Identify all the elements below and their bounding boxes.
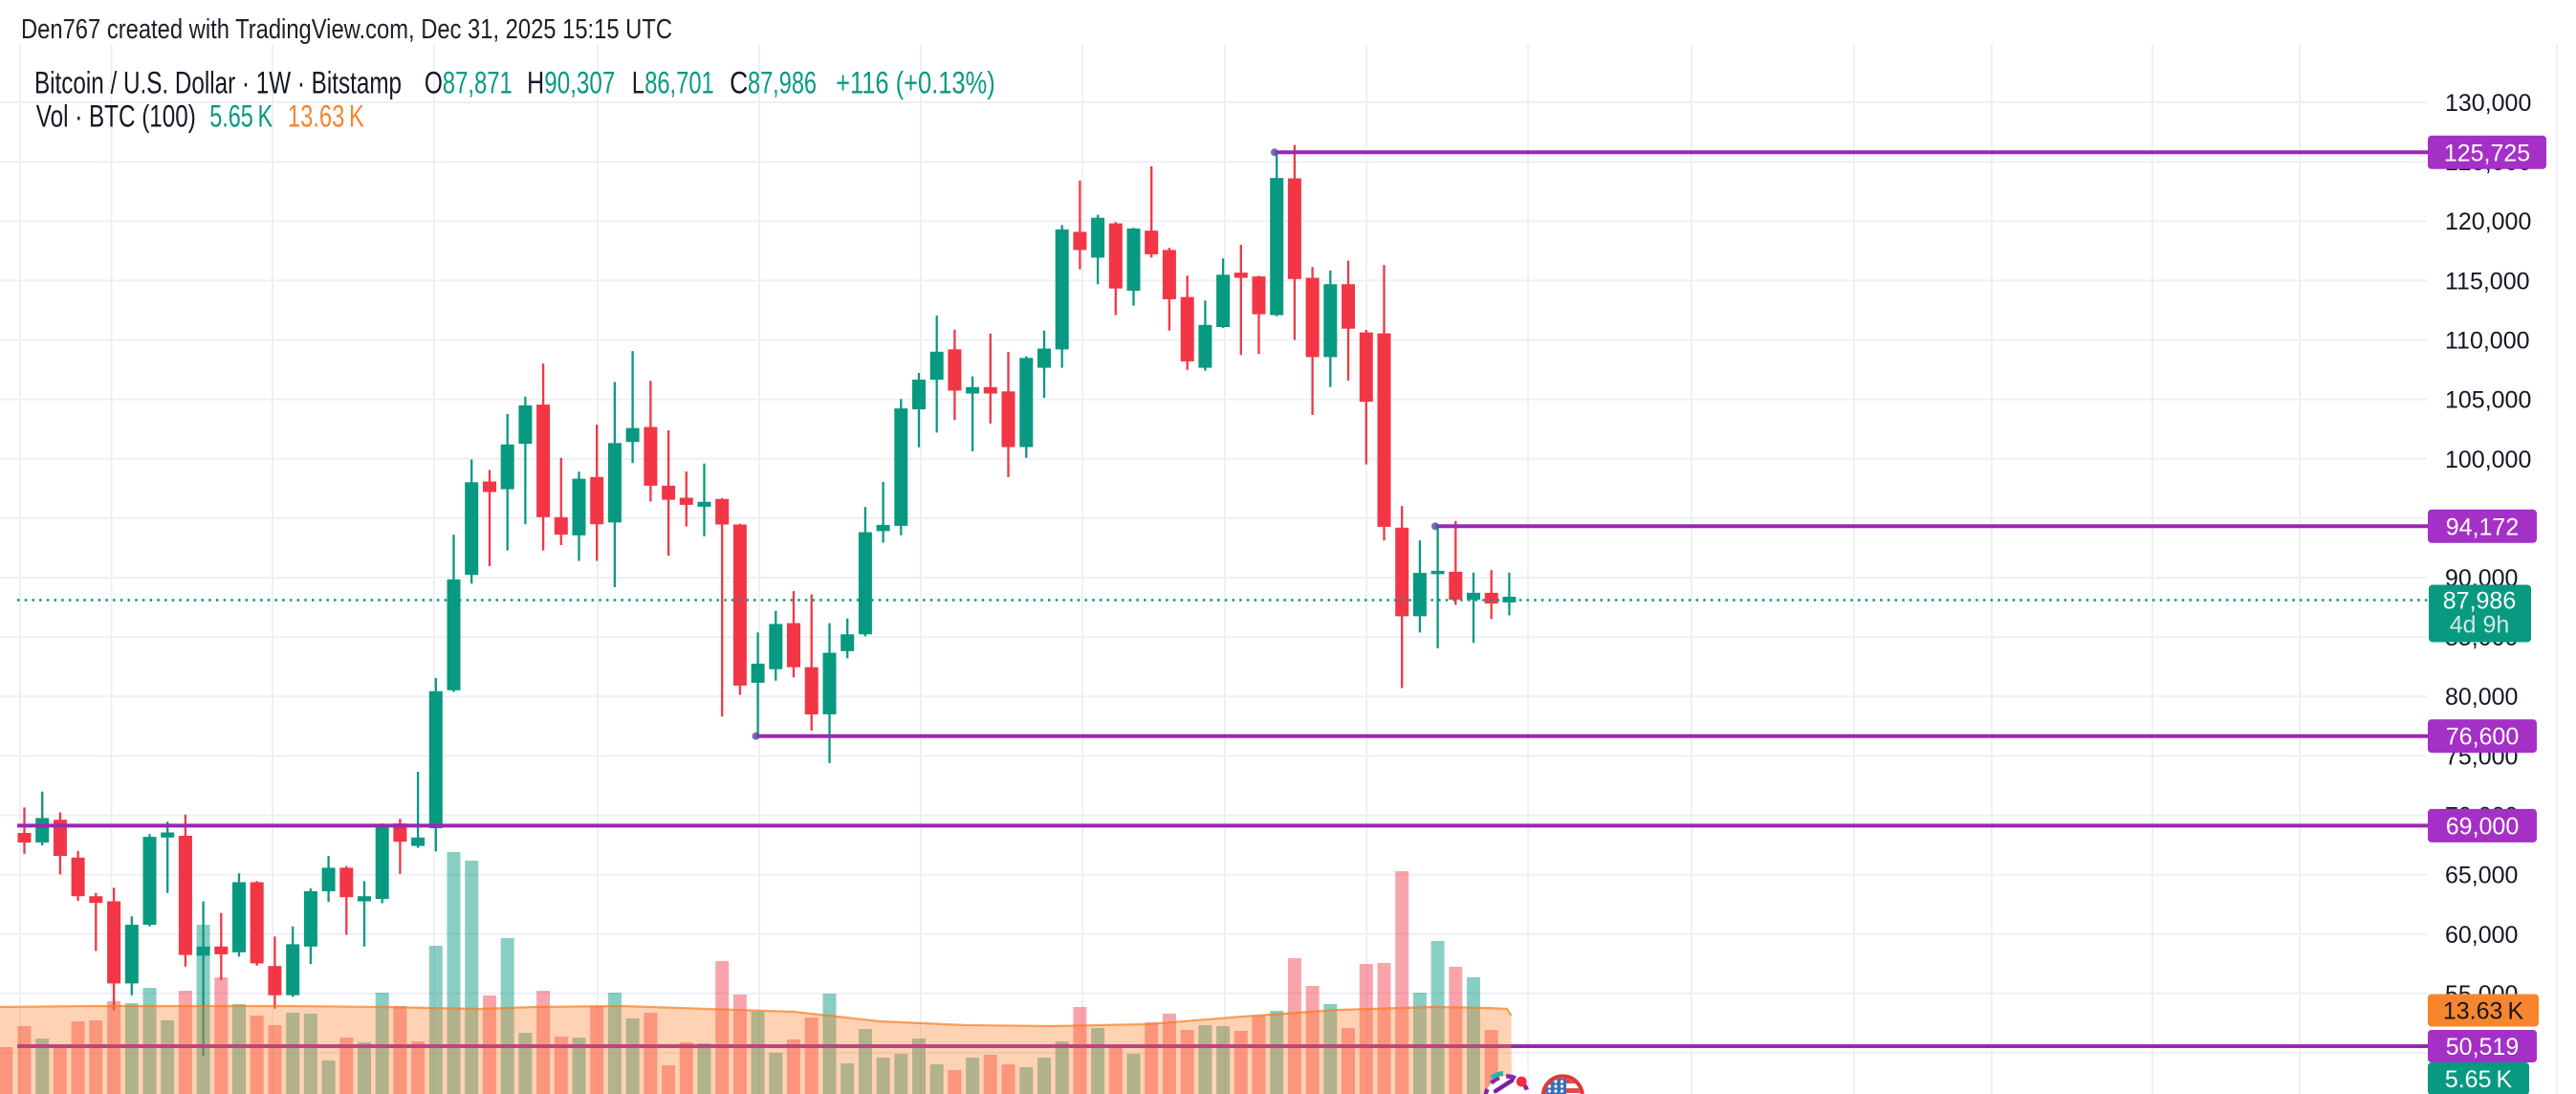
svg-text:60,000: 60,000: [2445, 922, 2518, 949]
svg-text:5.65 K: 5.65 K: [2445, 1066, 2513, 1093]
svg-text:69,000: 69,000: [2446, 813, 2519, 840]
svg-text:120,000: 120,000: [2445, 208, 2531, 235]
svg-text:87,986: 87,986: [2443, 588, 2516, 615]
svg-text:Den767 created with TradingVie: Den767 created with TradingView.com, Dec…: [21, 14, 672, 45]
svg-text:H: H: [527, 66, 544, 100]
svg-text:Bitcoin / U.S. Dollar · 1W · B: Bitcoin / U.S. Dollar · 1W · Bitstamp: [34, 66, 402, 100]
svg-text:L: L: [632, 66, 644, 100]
svg-text:115,000: 115,000: [2445, 268, 2530, 295]
svg-text:+116 (+0.13%): +116 (+0.13%): [836, 66, 995, 100]
svg-text:87,986: 87,986: [748, 66, 817, 100]
svg-text:105,000: 105,000: [2445, 387, 2531, 414]
svg-text:86,701: 86,701: [644, 66, 714, 100]
svg-text:O: O: [425, 66, 443, 100]
svg-text:87,871: 87,871: [443, 66, 513, 100]
svg-text:13.63 K: 13.63 K: [288, 99, 364, 134]
svg-text:94,172: 94,172: [2446, 514, 2519, 540]
svg-text:Vol · BTC (100): Vol · BTC (100): [36, 99, 196, 134]
svg-text:110,000: 110,000: [2445, 328, 2530, 355]
svg-text:50,519: 50,519: [2446, 1034, 2519, 1061]
svg-text:65,000: 65,000: [2445, 863, 2518, 889]
svg-text:100,000: 100,000: [2445, 447, 2531, 473]
svg-text:130,000: 130,000: [2445, 90, 2531, 117]
svg-text:13.63 K: 13.63 K: [2443, 998, 2524, 1025]
svg-text:5.65 K: 5.65 K: [209, 99, 273, 134]
svg-text:80,000: 80,000: [2445, 684, 2518, 711]
svg-text:76,600: 76,600: [2446, 724, 2519, 751]
svg-text:4d 9h: 4d 9h: [2450, 612, 2510, 639]
svg-text:C: C: [730, 66, 748, 100]
svg-text:90,307: 90,307: [544, 66, 615, 100]
svg-text:125,725: 125,725: [2444, 140, 2530, 166]
